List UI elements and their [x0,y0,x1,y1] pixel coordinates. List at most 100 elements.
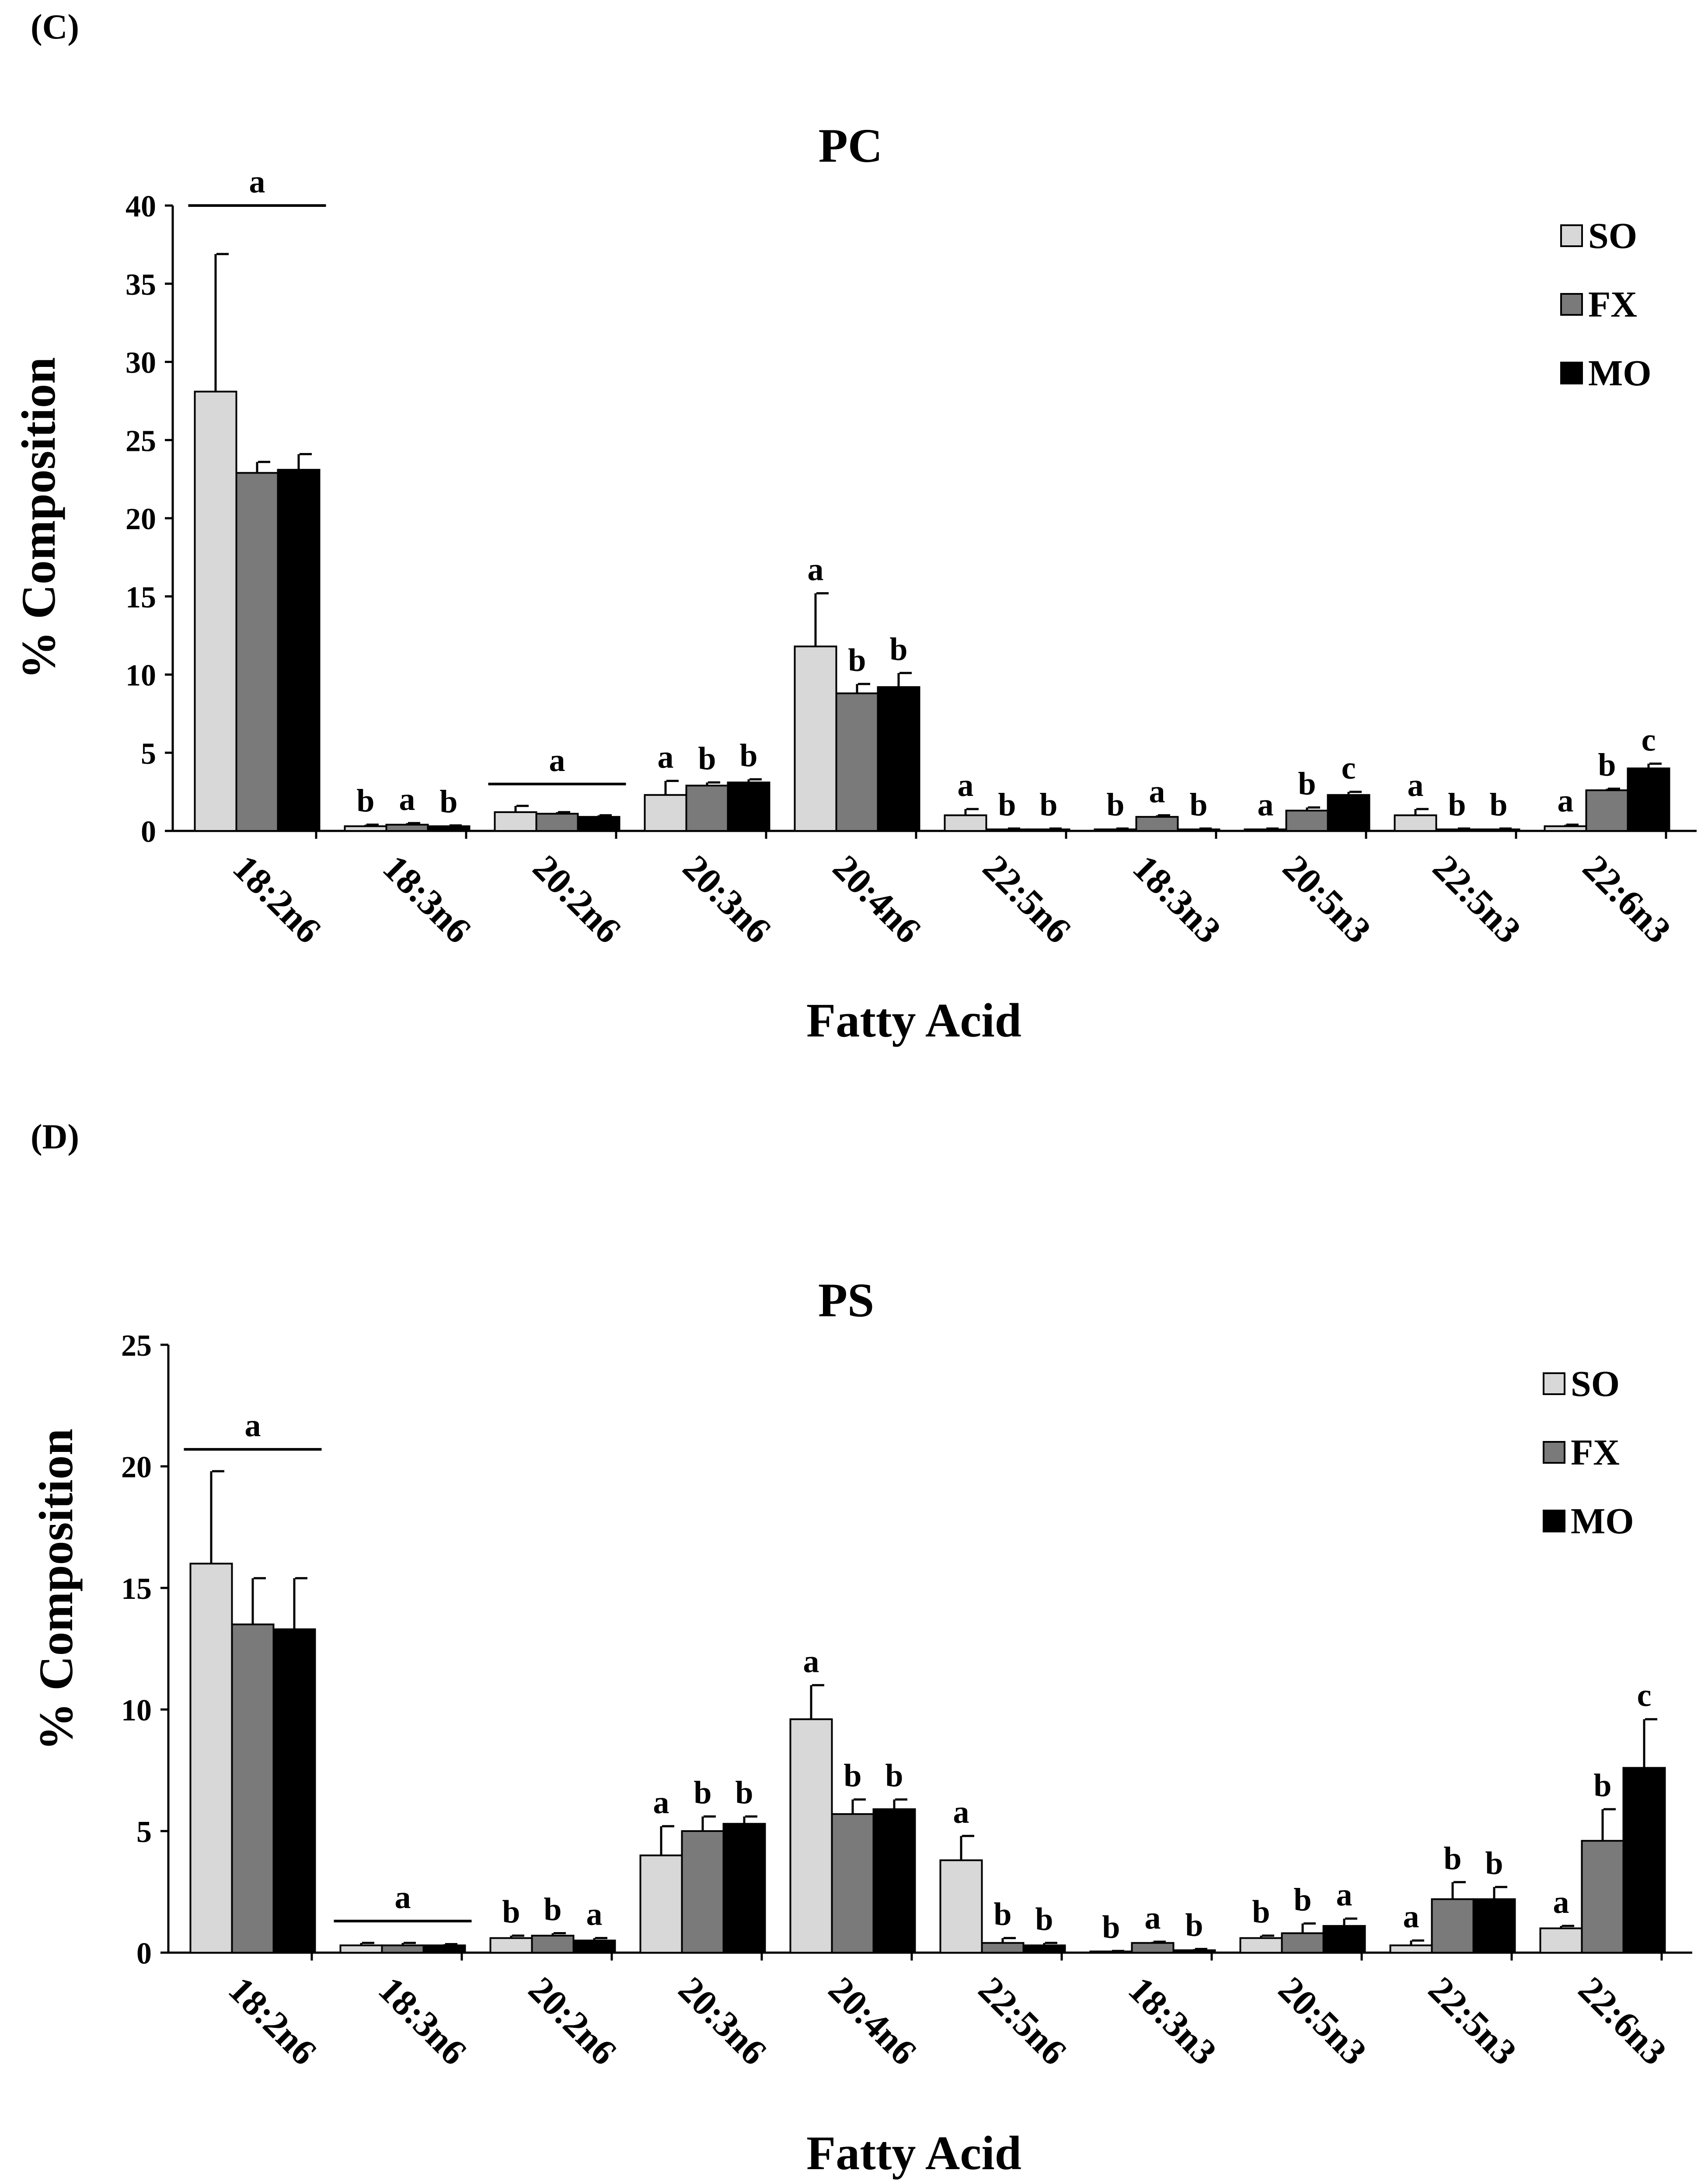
bar-FX [1285,809,1329,832]
bar-SO [1394,814,1437,832]
bar-SO [1389,1944,1433,1954]
legend-label-MO: MO [1571,1501,1634,1542]
significance-letter: b [889,631,907,667]
x-tick-label: 20:2n6 [521,1969,624,2073]
significance-letter: b [1443,1841,1461,1877]
significance-letter: b [1102,1909,1120,1945]
y-tick-label: 25 [121,1329,152,1363]
y-tick-label: 15 [121,1572,152,1606]
significance-letter: b [1489,787,1507,823]
significance-letter: a [1145,1900,1161,1936]
significance-letter: a [1553,1884,1569,1920]
significance-letter: b [1189,787,1207,823]
bar-SO [1239,1937,1283,1954]
y-tick-label: 5 [141,737,156,771]
bar-MO [572,1940,616,1954]
significance-letter: b [1106,787,1124,823]
bar-SO [494,811,537,832]
bar-MO [272,1628,316,1954]
significance-letter: a [399,781,415,817]
significance-letter: a [395,1880,411,1915]
x-tick-label: 18:3n6 [375,848,479,951]
significance-letter: c [1637,1678,1652,1713]
significance-letter: b [885,1758,903,1794]
bar-SO [789,1718,833,1954]
bar-FX [1431,1898,1474,1954]
x-tick-label: 20:5n3 [1271,1969,1374,2073]
chart-title: PS [818,1273,874,1327]
significance-letter: a [549,743,565,778]
significance-letter: b [439,784,457,820]
y-tick-label: 25 [125,424,156,458]
x-axis-label: Fatty Acid [806,2126,1021,2180]
x-tick-label: 20:3n6 [675,848,779,951]
bar-MO [877,686,920,832]
bar-SO [489,1937,533,1954]
y-tick-label: 0 [136,1937,152,1971]
x-tick-label: 18:2n6 [221,1969,324,2073]
bar-SO [344,825,387,832]
bar-SO [1094,828,1137,832]
x-tick-label: 20:5n3 [1275,848,1379,951]
significance-letter: b [1448,787,1466,823]
y-tick-label: 10 [125,659,156,693]
x-tick-label: 22:5n6 [971,1969,1074,2073]
bar-FX [1281,1932,1325,1954]
bar-SO [1244,828,1287,832]
significance-letter: a [245,1408,261,1444]
bar-MO [1477,828,1520,832]
plot-area: 0 5 10 15 20 25 18:2n6 18:3n6 20:2n6 20:3n6 20:4n6… [121,1329,1692,2073]
legend-swatch-SO [1543,1372,1565,1395]
bar-FX [385,823,429,832]
significance-letter: b [998,787,1016,823]
significance-letter: b [739,738,757,774]
panel-label: (C) [31,8,79,46]
bar-MO [277,469,321,832]
significance-letter: a [249,164,265,200]
significance-letter: a [958,768,974,803]
legend-swatch-FX [1543,1441,1565,1464]
x-tick-label: 22:6n3 [1575,848,1679,951]
significance-letter: a [1149,774,1165,809]
bar-SO [189,1563,233,1954]
bar-MO [577,816,620,832]
bar-FX [1135,816,1179,832]
panel-label: (D) [31,1118,79,1156]
bar-MO [1627,768,1670,832]
x-tick-label: 18:3n3 [1125,848,1229,951]
significance-letter: a [658,740,674,775]
x-axis-label: Fatty Acid [806,994,1021,1047]
x-tick-label: 20:2n6 [525,848,629,951]
significance-letter: c [1642,722,1656,758]
significance-letter: b [1298,766,1316,802]
significance-letter: b [1252,1894,1270,1930]
bar-SO [939,1859,983,1954]
significance-letter: a [586,1897,603,1933]
bar-MO [1172,1949,1216,1954]
bar-SO [1089,1950,1133,1954]
bar-MO [427,825,471,832]
bar-MO [1622,1767,1666,1954]
bar-FX [1581,1840,1624,1954]
significance-letter: a [808,552,824,588]
significance-letter: b [735,1775,753,1811]
significance-letter: b [1598,747,1616,783]
significance-letter: a [653,1785,669,1821]
bar-FX [981,1942,1025,1954]
y-tick-label: 5 [136,1815,152,1849]
significance-letter: a [1258,787,1274,823]
bar-MO [422,1944,466,1954]
bar-MO [1327,794,1370,832]
bar-FX [531,1935,575,1954]
bar-FX [231,1623,275,1954]
bar-FX [381,1944,425,1954]
bar-MO [1322,1925,1366,1954]
chart-title: PC [819,119,883,172]
legend-swatch-FX [1560,293,1583,316]
significance-letter: b [544,1892,561,1928]
significance-letter: b [698,741,716,777]
bar-SO [1544,825,1587,832]
significance-letter: a [953,1794,969,1830]
significance-letter: a [1403,1899,1419,1935]
